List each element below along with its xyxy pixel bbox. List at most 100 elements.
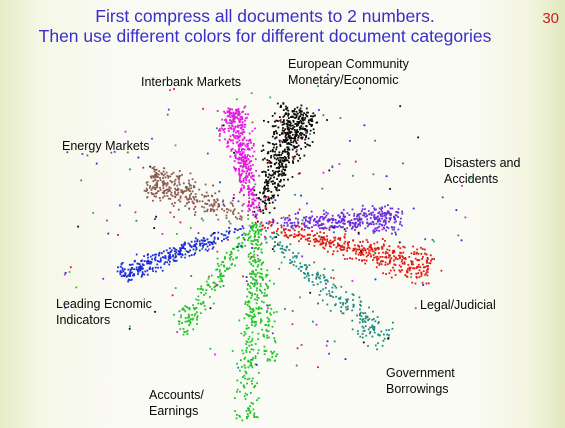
scatter-point-accounts [257, 416, 259, 418]
scatter-point-accounts [267, 358, 269, 360]
scatter-point-leading [212, 248, 214, 250]
scatter-point-accounts [253, 416, 255, 418]
scatter-point-leading [123, 275, 125, 277]
scatter-point-legal [361, 259, 363, 261]
scatter-point-accounts [271, 353, 273, 355]
scatter-point-accounts [269, 359, 271, 361]
scatter-point-legal [315, 241, 317, 243]
scatter-point-disasters [329, 229, 331, 231]
scatter-point-legal [390, 270, 392, 272]
scatter-point-accounts [252, 378, 254, 380]
scatter-point-disasters [346, 227, 348, 229]
scatter-point-government [335, 296, 337, 298]
scatter-point-interbank [224, 119, 226, 121]
scatter-point-european [285, 174, 287, 176]
scatter-point-accounts [188, 315, 190, 317]
scatter-point-accounts [249, 341, 251, 343]
scatter-point-accounts [255, 276, 257, 278]
scatter-point-legal [319, 231, 321, 233]
scatter-point-leading [147, 254, 149, 256]
scatter-point-legal [418, 253, 420, 255]
scatter-point-accounts [261, 301, 263, 303]
scatter-point-accounts [176, 233, 178, 235]
scatter-point-leading [203, 237, 205, 239]
scatter-point-disasters [385, 214, 387, 216]
scatter-point-accounts [271, 356, 273, 358]
scatter-point-accounts [268, 337, 270, 339]
scatter-point-government [386, 329, 388, 331]
scatter-point-legal [326, 235, 328, 237]
scatter-point-european [358, 232, 360, 234]
scatter-point-interbank [280, 140, 282, 142]
scatter-point-accounts [240, 382, 242, 384]
scatter-point-legal [323, 232, 325, 234]
scatter-point-accounts [247, 407, 249, 409]
scatter-point-interbank [243, 187, 245, 189]
scatter-point-energy [213, 200, 215, 202]
scatter-point-interbank [239, 154, 241, 156]
scatter-point-legal [422, 282, 424, 284]
scatter-point-disasters [326, 215, 328, 217]
scatter-point-accounts [254, 183, 256, 185]
scatter-point-legal [325, 245, 327, 247]
scatter-point-disasters [353, 213, 355, 215]
scatter-point-european [267, 169, 269, 171]
scatter-point-leading [181, 244, 183, 246]
scatter-point-leading [206, 239, 208, 241]
scatter-point-interbank [238, 148, 240, 150]
scatter-point-accounts [231, 263, 233, 265]
scatter-point-interbank [251, 172, 253, 174]
scatter-point-accounts [256, 239, 258, 241]
scatter-point-legal [393, 260, 395, 262]
scatter-point-disasters [370, 217, 372, 219]
scatter-point-disasters [390, 213, 392, 215]
scatter-point-disasters [352, 209, 354, 211]
scatter-point-legal [297, 139, 299, 141]
scatter-point-legal [330, 240, 332, 242]
scatter-point-government [372, 324, 374, 326]
scatter-point-accounts [232, 259, 234, 261]
scatter-point-accounts [275, 355, 277, 357]
scatter-point-interbank [245, 179, 247, 181]
scatter-point-european [268, 190, 270, 192]
scatter-point-accounts [230, 256, 232, 258]
scatter-point-interbank [229, 125, 231, 127]
scatter-point-government [223, 285, 225, 287]
scatter-point-accounts [187, 330, 189, 332]
scatter-point-legal [424, 253, 426, 255]
scatter-point-interbank [239, 179, 241, 181]
scatter-point-accounts [256, 290, 258, 292]
scatter-point-legal [293, 236, 295, 238]
scatter-point-energy [209, 205, 211, 207]
scatter-point-accounts [273, 337, 275, 339]
scatter-point-energy [158, 170, 160, 172]
scatter-point-energy [321, 188, 323, 190]
scatter-point-accounts [269, 313, 271, 315]
label-government-borrowings: Government Borrowings [386, 365, 455, 397]
scatter-point-accounts [180, 317, 182, 319]
scatter-point-leading [166, 249, 168, 251]
scatter-point-accounts [259, 312, 261, 314]
scatter-point-european [274, 207, 276, 209]
scatter-point-european [333, 227, 335, 229]
scatter-point-energy [165, 190, 167, 192]
scatter-point-energy [216, 209, 218, 211]
scatter-point-accounts [260, 290, 262, 292]
scatter-point-leading [168, 259, 170, 261]
scatter-point-accounts [196, 319, 198, 321]
scatter-point-energy [323, 114, 325, 116]
scatter-point-energy [135, 211, 137, 213]
scatter-point-interbank [248, 179, 250, 181]
scatter-point-leading [147, 270, 149, 272]
scatter-point-accounts [206, 281, 208, 283]
scatter-point-european [311, 125, 313, 127]
scatter-point-european [417, 137, 419, 139]
scatter-point-european [300, 108, 302, 110]
scatter-point-accounts [236, 418, 238, 420]
scatter-point-energy [147, 192, 149, 194]
label-disasters-and-accidents: Disasters and Accidents [444, 155, 520, 187]
scatter-point-legal [389, 262, 391, 264]
scatter-point-interbank [252, 214, 254, 216]
scatter-point-government [283, 249, 285, 251]
scatter-point-disasters [388, 221, 390, 223]
